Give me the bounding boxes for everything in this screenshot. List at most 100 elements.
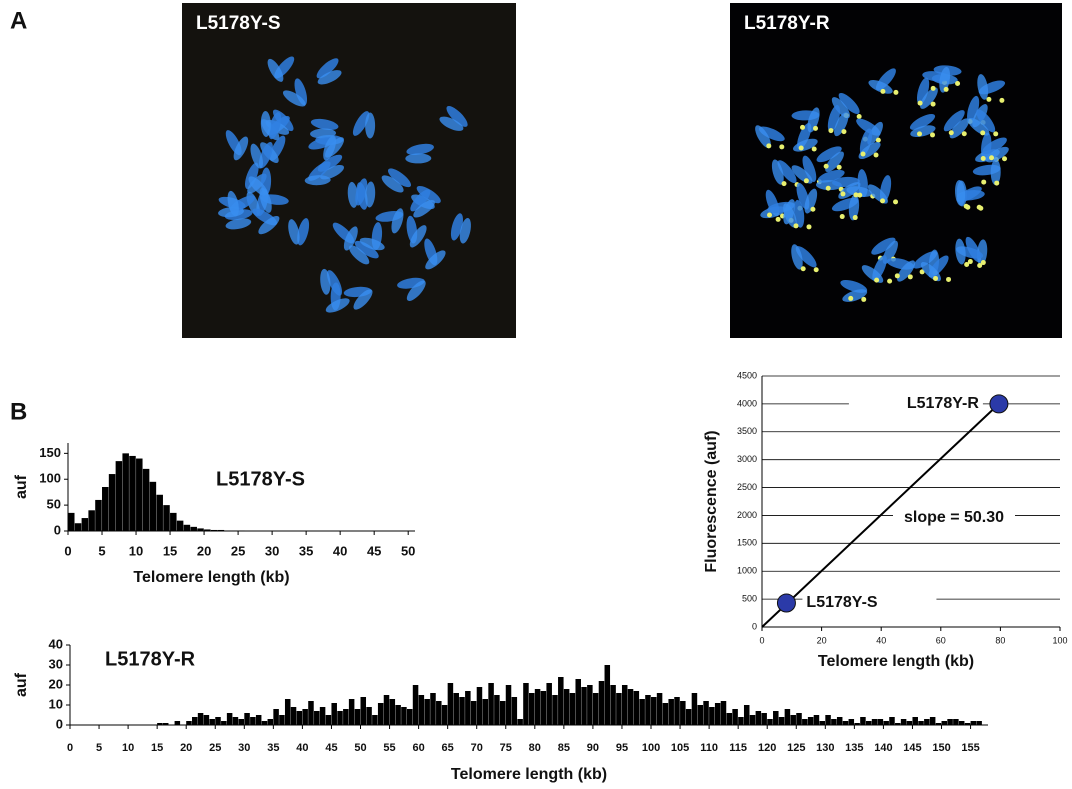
bar: [756, 711, 762, 725]
bar: [250, 717, 256, 725]
bar: [697, 705, 703, 725]
bar: [814, 715, 820, 725]
bar: [692, 693, 698, 725]
telomere-signal: [944, 87, 949, 92]
x-tick-label: 115: [729, 742, 747, 754]
bar: [820, 721, 826, 725]
telomere-signal: [793, 223, 798, 228]
y-tick-label: 0: [54, 522, 61, 537]
bar: [971, 721, 977, 725]
telomere-signal: [841, 129, 846, 134]
bar: [610, 685, 616, 725]
y-tick-label: 3000: [737, 454, 757, 464]
bar: [361, 697, 367, 725]
y-tick-label: 50: [47, 497, 61, 512]
x-tick-label: 75: [500, 742, 512, 754]
telomere-signal: [993, 131, 998, 136]
bar: [211, 530, 218, 531]
telomere-signal: [812, 147, 817, 152]
x-tick-label: 90: [587, 742, 599, 754]
bar: [802, 719, 808, 725]
bar: [244, 713, 250, 725]
telomere-signal: [933, 276, 938, 281]
bar: [471, 701, 477, 725]
bar: [88, 510, 95, 531]
bar: [407, 709, 413, 725]
telomere-signal: [776, 217, 781, 222]
telomere-signal: [962, 131, 967, 136]
telomere-signal: [876, 138, 881, 143]
telomere-signal: [908, 274, 913, 279]
bar: [129, 456, 136, 531]
bar: [204, 529, 211, 531]
telomere-signal: [994, 181, 999, 186]
telomere-signal: [999, 98, 1004, 103]
telomere-signal: [964, 262, 969, 267]
bar: [372, 715, 378, 725]
bar: [355, 709, 361, 725]
telomere-signal: [880, 198, 885, 203]
bar: [680, 701, 686, 725]
x-tick-label: 30: [238, 742, 250, 754]
bar: [663, 703, 669, 725]
bar: [785, 709, 791, 725]
bar: [297, 711, 303, 725]
telomere-signal: [804, 178, 809, 183]
bar: [488, 683, 494, 725]
telomere-signal: [893, 199, 898, 204]
x-tick-label: 5: [96, 742, 102, 754]
bar: [709, 707, 715, 725]
bar: [116, 461, 123, 531]
x-tick-label: 25: [231, 543, 245, 558]
x-tick-label: 105: [671, 742, 689, 754]
bar: [506, 685, 512, 725]
telomere-signal: [857, 114, 862, 119]
bar: [378, 703, 384, 725]
telomere-signal: [801, 266, 806, 271]
bar: [512, 697, 518, 725]
bar: [343, 709, 349, 725]
chromosome: [365, 113, 375, 139]
telomere-signal: [977, 263, 982, 268]
point: [990, 395, 1008, 413]
bar: [186, 721, 192, 725]
x-tick-label: 80: [529, 742, 541, 754]
bar: [308, 701, 314, 725]
bar: [924, 719, 930, 725]
bar: [541, 691, 547, 725]
bar: [170, 513, 177, 531]
telomere-signal: [977, 205, 982, 210]
telomere-signal: [826, 186, 831, 191]
x-tick-label: 20: [197, 543, 211, 558]
telomere-signal: [964, 204, 969, 209]
bar: [918, 721, 924, 725]
y-tick-label: 2000: [737, 510, 757, 520]
bar: [75, 523, 82, 531]
bar: [628, 689, 634, 725]
bar: [796, 713, 802, 725]
panel-label: A: [10, 7, 27, 34]
x-tick-label: 10: [129, 543, 143, 558]
bar: [448, 683, 454, 725]
bar: [936, 723, 942, 725]
telomere-signal: [861, 297, 866, 302]
bar: [163, 505, 170, 531]
bar: [221, 721, 227, 725]
telomere-signal: [813, 126, 818, 131]
y-tick-label: 150: [39, 445, 61, 460]
x-tick-label: 100: [642, 742, 660, 754]
bar: [825, 715, 831, 725]
bar: [767, 719, 773, 725]
telomere-signal: [955, 81, 960, 86]
bar: [907, 721, 913, 725]
bar: [570, 693, 576, 725]
bar: [231, 530, 238, 531]
y-tick-label: 100: [39, 471, 61, 486]
telomere-signal: [949, 130, 954, 135]
x-tick-label: 60: [936, 635, 946, 645]
x-tick-label: 85: [558, 742, 570, 754]
page: A B L5178Y-S L5178Y-R 050100150051015202…: [0, 0, 1072, 789]
bar: [218, 530, 225, 531]
bar: [233, 717, 239, 725]
annotation: slope = 50.30: [904, 509, 1004, 526]
